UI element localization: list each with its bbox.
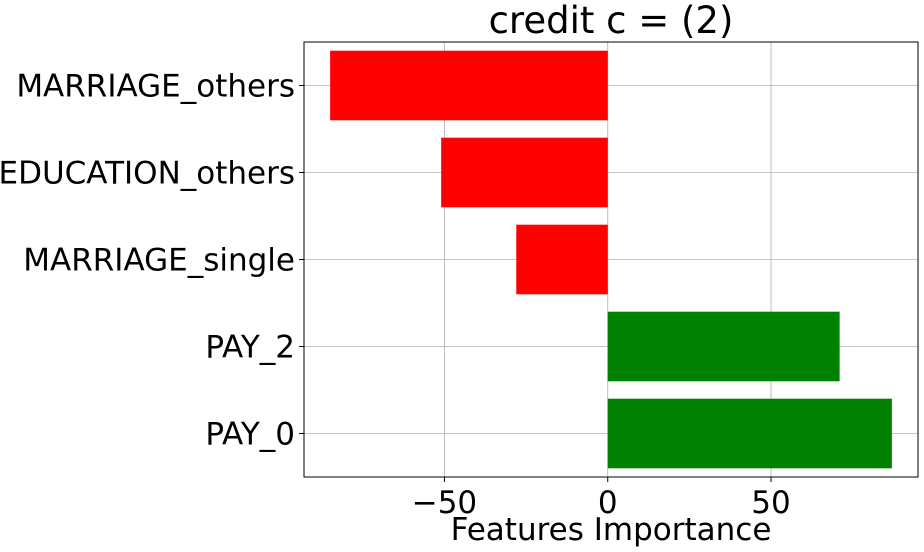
x-tick-label: −50 (412, 485, 477, 521)
x-tick-label: 0 (598, 485, 618, 521)
bar-marriage-single (516, 224, 608, 295)
bar-marriage-others (330, 50, 608, 121)
bars (330, 50, 892, 469)
bar-pay-2 (607, 311, 840, 382)
bar-pay-0 (607, 398, 892, 469)
y-tick-label: MARRIAGE_single (23, 243, 295, 279)
chart-title: credit c = (2) (489, 0, 734, 42)
y-tick-label: MARRIAGE_others (16, 69, 295, 105)
y-tick-label: PAY_0 (205, 417, 295, 453)
y-tick-label: PAY_2 (205, 330, 295, 366)
x-axis-label: Features Importance (451, 512, 772, 548)
x-tick-label: 50 (751, 485, 790, 521)
bar-education-others (441, 137, 608, 208)
y-tick-label: EDUCATION_others (0, 156, 295, 192)
ticks: −50 0 50 MARRIAGE_others EDUCATION_others MAR… (0, 69, 791, 522)
